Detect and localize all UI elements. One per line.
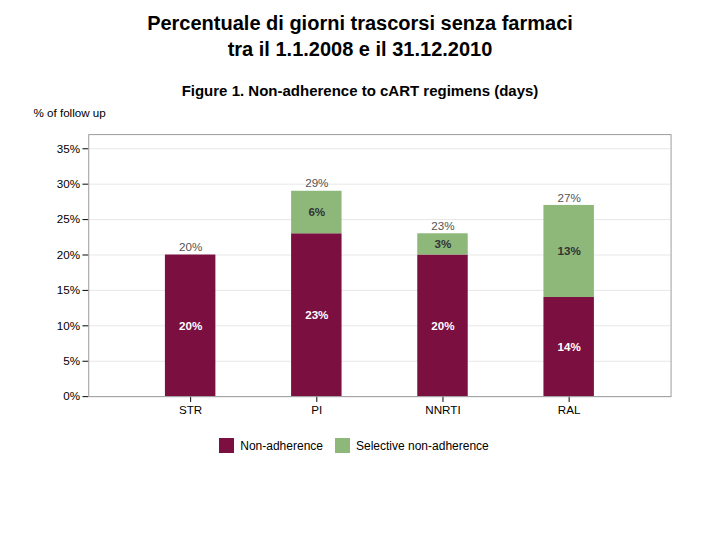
svg-text:3%: 3% [435, 237, 452, 250]
svg-text:14%: 14% [558, 340, 582, 353]
html-text:Percentuale di giorni trascors: Percentuale di giorni trascorsi senza fa… [147, 12, 573, 34]
html-text:tra il 1.1.2008 e il 31.12.201: tra il 1.1.2008 e il 31.12.2010 [227, 38, 493, 60]
svg-text:15%: 15% [57, 283, 80, 296]
svg-text:29%: 29% [305, 176, 328, 189]
svg-text:6%: 6% [308, 205, 325, 218]
svg-text:23%: 23% [305, 308, 329, 321]
svg-text:35%: 35% [57, 141, 80, 154]
svg-text:20%: 20% [179, 319, 203, 332]
svg-text:10%: 10% [57, 319, 80, 332]
svg-text:% of follow up: % of follow up [33, 106, 105, 119]
svg-text:27%: 27% [558, 191, 581, 204]
svg-text:25%: 25% [57, 212, 80, 225]
svg-text:13%: 13% [558, 244, 582, 257]
svg-text:30%: 30% [57, 177, 80, 190]
svg-text:STR: STR [179, 403, 202, 416]
svg-text:23%: 23% [431, 219, 454, 232]
svg-text:0%: 0% [63, 389, 80, 402]
svg-text:NNRTI: NNRTI [425, 403, 460, 416]
svg-text:20%: 20% [179, 240, 202, 253]
svg-text:RAL: RAL [558, 403, 581, 416]
svg-text:20%: 20% [57, 248, 80, 261]
svg-text:PI: PI [311, 403, 322, 416]
svg-text:20%: 20% [431, 319, 455, 332]
svg-text:5%: 5% [63, 354, 80, 367]
html-text:Figure 1. Non-adherence to cAR: Figure 1. Non-adherence to cART regimens… [181, 82, 539, 99]
html-text:Non-adherence: Non-adherence [240, 438, 323, 453]
html-text:Selective non-adherence: Selective non-adherence [356, 438, 489, 453]
